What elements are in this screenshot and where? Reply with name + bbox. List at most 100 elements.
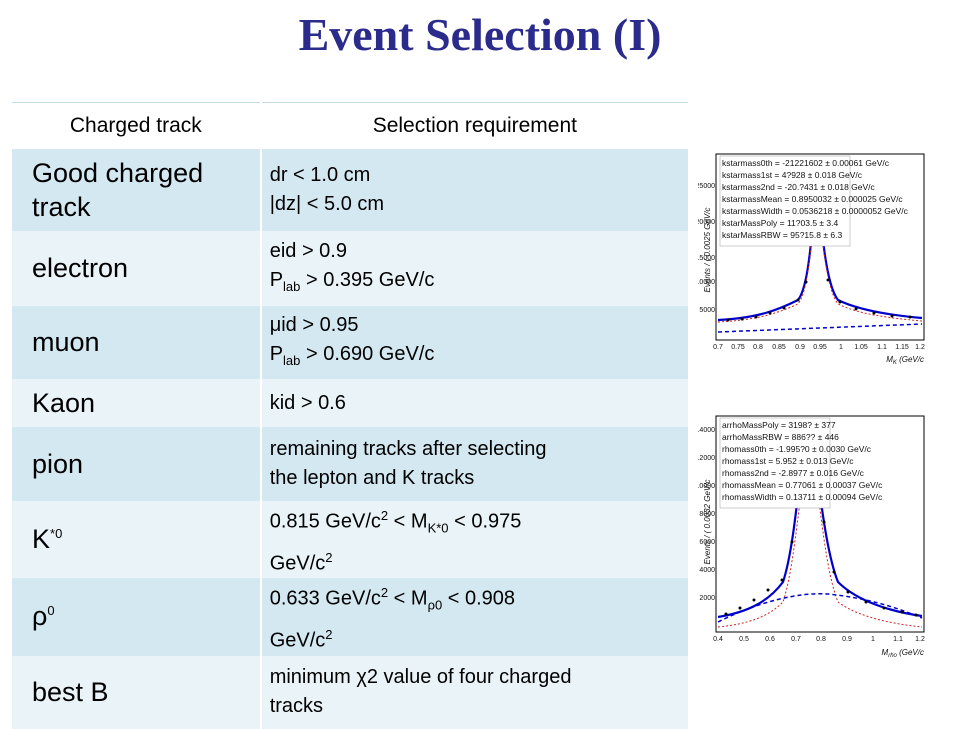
rho-xtick: 1 (871, 636, 875, 643)
header-charged-track: Charged track (10, 102, 261, 149)
kstar-stat-line: kstarmassMean = 0.8950032 ± 0.000025 GeV… (722, 194, 903, 204)
req-line: kid > 0.6 (269, 391, 346, 414)
kstar-x-axis-label: MK (GeV/c (886, 355, 924, 366)
row-label-pion: pion (10, 427, 261, 501)
req-line: remaining tracks after selecting (269, 438, 547, 460)
table-row: Kaon kid > 0.6 (10, 379, 688, 427)
rho-ytick: 10000 (698, 483, 715, 490)
rho-xtick: 1.2 (915, 636, 925, 643)
req-line: μid > 0.95 (269, 313, 359, 336)
rho-xtick: 0.9 (842, 636, 852, 643)
rho-x-axis-label: Mrho (GeV/c (882, 648, 924, 659)
row-label-muon: muon (10, 306, 261, 379)
header-selection-requirement: Selection requirement (259, 102, 688, 149)
row-label-good-charged-track: Good charged track (10, 149, 261, 231)
rho-xtick: 0.4 (713, 636, 723, 643)
kstar-stat-line: kstarMassRBW = 95?15.8 ± 6.3 (722, 230, 842, 240)
req-line: dr < 1.0 cm (269, 164, 371, 186)
rho-stats: arrhoMassPoly = 3198? ± 377 arrhoMassRBW… (722, 420, 883, 502)
table-row: muon μid > 0.95 Plab > 0.690 GeV/c (10, 306, 688, 379)
row-req-rho0: 0.633 GeV/c2 < Mρ0 < 0.908 GeV/c2 (259, 578, 688, 656)
rho-stat-line: rhomass2nd = -2.8977 ± 0.016 GeV/c (722, 468, 865, 478)
kstar-xtick: 1.15 (895, 344, 909, 351)
slide-title: Event Selection (I) (298, 9, 662, 60)
row-label-best-b: best B (10, 655, 261, 729)
req-line: 0.815 GeV/c2 < MK*0 < 0.975 (269, 508, 522, 536)
row-label-kstar0: K*0 (10, 501, 261, 579)
rho-xtick: 0.5 (739, 636, 749, 643)
kstar-stat-line: kstarmass1st = 4?928 ± 0.018 GeV/c (722, 170, 863, 180)
row-label-rho0: ρ0 (10, 578, 261, 656)
kstar-xtick: 0.75 (731, 344, 745, 351)
row-req-best-b: minimum χ2 value of four charged tracks (259, 655, 688, 729)
req-line: the lepton and K tracks (269, 467, 475, 489)
kstar-ytick: 10000 (698, 279, 715, 286)
table-row: pion remaining tracks after selecting th… (10, 427, 688, 501)
req-line: eid > 0.9 (269, 239, 347, 262)
kstar-xtick: 1 (839, 344, 843, 351)
kstar-xtick: 0.9 (795, 344, 805, 351)
table-header-row: Charged track Selection requirement (10, 102, 688, 149)
row-label-kaon: Kaon (10, 379, 261, 427)
table-row: best B minimum χ2 value of four charged … (10, 655, 688, 729)
rho-ytick: 14000 (698, 427, 715, 434)
req-line: Plab > 0.690 GeV/c (269, 342, 435, 368)
row-req-good-charged-track: dr < 1.0 cm |dz| < 5.0 cm (259, 149, 688, 231)
req-line: 0.633 GeV/c2 < Mρ0 < 0.908 (269, 585, 516, 613)
kstar-xtick: 0.7 (713, 344, 723, 351)
rho-xtick: 0.7 (791, 636, 801, 643)
table-row: ρ0 0.633 GeV/c2 < Mρ0 < 0.908 GeV/c2 (10, 578, 688, 656)
kstar-ytick: 25000 (698, 183, 715, 190)
row-req-pion: remaining tracks after selecting the lep… (259, 427, 688, 501)
req-line: Plab > 0.395 GeV/c (269, 268, 435, 294)
kstar-xtick: 0.95 (813, 344, 827, 351)
rho-x-ticks: 0.4 0.5 0.6 0.7 0.8 0.9 1 1.1 1.2 (713, 636, 925, 643)
rho-stat-line: arrhoMassRBW = 886?? ± 446 (722, 432, 839, 442)
req-line: tracks (269, 695, 324, 718)
rho-stat-line: arrhoMassPoly = 3198? ± 377 (722, 420, 836, 430)
req-line: GeV/c2 (269, 549, 333, 575)
kstar-xtick: 0.8 (753, 344, 763, 351)
rho-stat-line: rhomassMean = 0.77061 ± 0.00037 GeV/c (722, 480, 883, 490)
kstar-xtick: 0.85 (772, 344, 786, 351)
req-line: |dz| < 5.0 cm (269, 193, 385, 215)
kstar-stat-line: kstarmass0th = -21221602 ± 0.00061 GeV/c (722, 158, 890, 168)
kstar-xtick: 1.1 (877, 344, 887, 351)
rho-y-ticks: 14000 12000 10000 8000 6000 4000 2000 (698, 427, 715, 602)
rho-ytick: 6000 (699, 539, 715, 546)
kstar-ytick: 5000 (699, 307, 715, 314)
kstar-stat-line: kstarmassWidth = 0.0536218 ± 0.0000052 G… (722, 206, 909, 216)
rho-xtick: 1.1 (893, 636, 903, 643)
kstar-stat-line: kstarMassPoly = 11?03.5 ± 3.4 (722, 218, 839, 228)
kstar-background-curve (717, 323, 923, 333)
rho-ytick: 12000 (698, 455, 715, 462)
rho-y-axis-label: Events / ( 0.0032 GeV/c (703, 480, 712, 565)
kstar-xtick: 1.2 (915, 344, 925, 351)
rho-stats-box (719, 417, 831, 509)
rho-ytick: 4000 (699, 567, 715, 574)
kstar-stats-box (719, 155, 851, 247)
rho-background-curve (717, 593, 923, 623)
req-line: GeV/c2 (269, 626, 333, 652)
rho-stat-line: rhomass0th = -1.995?0 ± 0.0030 GeV/c (722, 444, 872, 454)
kstar-x-ticks: 0.7 0.75 0.8 0.85 0.9 0.95 1 1.05 1.1 1.… (713, 344, 925, 351)
selection-table: Charged track Selection requirement Good… (10, 102, 688, 729)
table-row: electron eid > 0.9 Plab > 0.395 GeV/c (10, 231, 688, 306)
kstar-stats: kstarmass0th = -21221602 ± 0.00061 GeV/c… (722, 158, 909, 240)
kstar-y-axis-label: Events / ( 0.0025 GeV/c (703, 208, 712, 293)
rho-mass-fit-plot: Events / ( 0.0032 GeV/c 14000 12000 1000… (698, 412, 932, 670)
rho-stat-line: rhomassWidth = 0.13711 ± 0.00094 GeV/c (722, 492, 883, 502)
row-label-electron: electron (10, 231, 261, 306)
kstar-xtick: 1.05 (854, 344, 868, 351)
kstar-ytick: 15000 (698, 255, 715, 262)
rho-xtick: 0.8 (816, 636, 826, 643)
kstar-stat-line: kstarmass2nd = -20.?431 ± 0.018 GeV/c (722, 182, 876, 192)
rho-xtick: 0.6 (765, 636, 775, 643)
row-req-kstar0: 0.815 GeV/c2 < MK*0 < 0.975 GeV/c2 (259, 501, 688, 579)
rho-ytick: 2000 (699, 595, 715, 602)
rho-stat-line: rhomass1st = 5.952 ± 0.013 GeV/c (722, 456, 854, 466)
row-req-kaon: kid > 0.6 (259, 379, 688, 427)
